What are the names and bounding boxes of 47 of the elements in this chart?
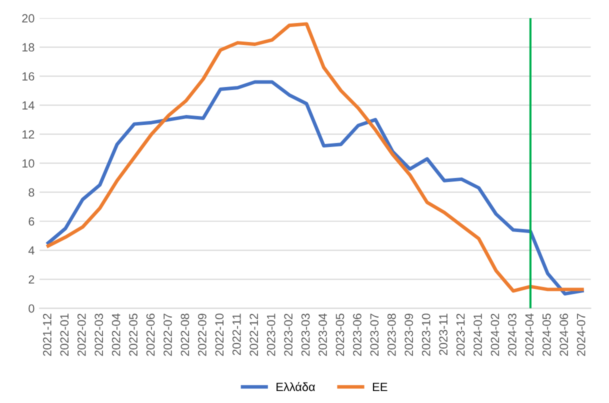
- x-tick-label: 2023-10: [422, 314, 430, 356]
- x-tick-label: 2022-07: [164, 314, 172, 356]
- y-tick-label: 6: [28, 217, 34, 226]
- y-tick-label: 20: [22, 14, 34, 23]
- y-tick-label: 8: [28, 188, 34, 197]
- x-tick-label: 2023-02: [284, 314, 292, 356]
- x-tick-label: 2022-05: [129, 314, 138, 356]
- x-tick-label: 2023-04: [318, 313, 327, 356]
- y-tick-label: 18: [22, 43, 34, 52]
- y-tick-label: 2: [28, 275, 34, 284]
- x-tick-label: 2023-03: [301, 314, 310, 356]
- x-tick-label: 2023-06: [353, 314, 362, 356]
- x-tick-label: 2023-11: [439, 314, 448, 356]
- x-tick-label: 2022-03: [94, 314, 104, 356]
- y-tick-label: 4: [28, 246, 34, 255]
- x-tick-label: 2022-06: [146, 314, 155, 356]
- x-tick-label: 2024-04: [525, 313, 534, 356]
- x-tick-label: 2024-03: [508, 314, 516, 356]
- legend-label: ΕΕ: [372, 382, 388, 391]
- x-tick-label: 2023-08: [387, 314, 396, 356]
- x-tick-label: 2022-10: [215, 314, 224, 356]
- x-tick-label: 2023-01: [266, 314, 276, 356]
- line-series: [46, 22, 584, 293]
- x-tick-label: 2023-12: [456, 314, 465, 356]
- y-tick-label: 0: [28, 304, 34, 313]
- x-tick-label: 2023-09: [404, 314, 414, 356]
- y-tick-label: 16: [22, 72, 34, 81]
- y-tick-label: 10: [22, 159, 34, 168]
- x-tick-label: 2022-11: [232, 314, 241, 356]
- y-tick-label: 12: [22, 130, 34, 138]
- x-tick-label: 2022-02: [77, 314, 86, 356]
- x-tick-label: 2024-05: [542, 314, 551, 356]
- legend-label: Ελλάδα: [276, 382, 315, 392]
- x-tick-label: 2023-07: [370, 314, 379, 356]
- x-tick-label: 2022-12: [250, 314, 258, 356]
- x-tick-label: 2022-09: [198, 314, 206, 356]
- x-tick-label: 2022-08: [180, 314, 190, 356]
- x-tick-label: 2024-02: [490, 314, 500, 356]
- x-tick-label: 2024-07: [576, 314, 586, 356]
- x-tick-label: 2022-04: [112, 313, 120, 356]
- line-series: [46, 80, 584, 296]
- x-tick-label: 2021-12: [43, 314, 52, 356]
- x-tick-label: 2024-01: [474, 314, 482, 356]
- x-tick-label: 2024-06: [560, 314, 568, 356]
- x-tick-label: 2022-01: [60, 314, 69, 356]
- y-tick-label: 14: [22, 101, 34, 110]
- x-tick-label: 2023-05: [336, 314, 344, 356]
